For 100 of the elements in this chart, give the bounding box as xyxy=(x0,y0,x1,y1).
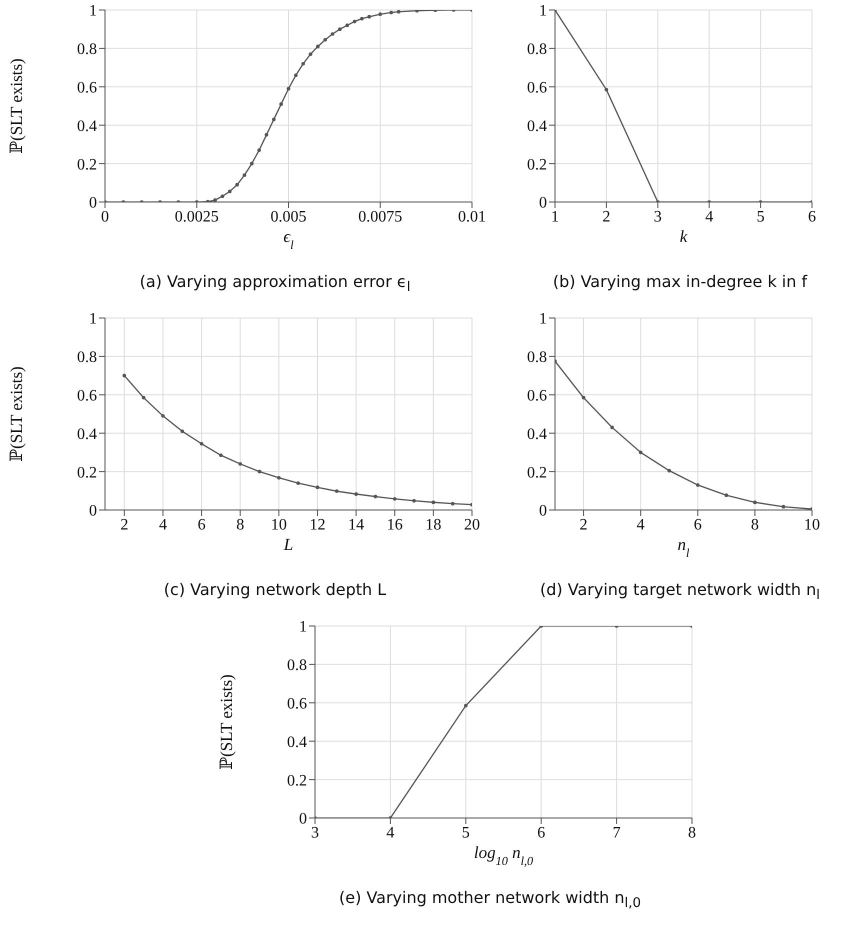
x-tick-label: 18 xyxy=(425,516,442,534)
x-axis-title: k xyxy=(680,227,688,246)
x-tick-label: 6 xyxy=(808,208,816,226)
y-tick-label: 0.2 xyxy=(77,464,97,482)
point xyxy=(122,374,126,378)
point xyxy=(392,497,397,501)
point xyxy=(323,38,327,42)
point xyxy=(316,486,320,490)
y-tick-label: 0.2 xyxy=(77,156,97,174)
point xyxy=(360,16,364,20)
x-tick-label: 7 xyxy=(612,824,621,842)
x-tick-label: 4 xyxy=(386,824,394,842)
x-tick-label: 12 xyxy=(309,516,326,534)
x-tick-label: 8 xyxy=(688,824,696,842)
text: (e) Varying mother network width n$_{l,0}$ xyxy=(338,888,642,912)
point xyxy=(301,62,305,66)
x-tick-label: 5 xyxy=(462,824,470,842)
y-tick-label: 1 xyxy=(539,2,547,20)
y-tick-label: 0.4 xyxy=(527,426,547,443)
x-axis-title: n$_{l}$ xyxy=(678,535,690,560)
y-tick-label: 0 xyxy=(539,502,547,520)
y-tick-label: 0.8 xyxy=(77,349,97,366)
y-tick-label: 0.8 xyxy=(527,349,547,366)
x-tick-label: 0.0025 xyxy=(174,208,219,226)
y-tick-label: 0.6 xyxy=(77,79,97,96)
point xyxy=(220,194,224,198)
x-tick-label: 4 xyxy=(636,516,645,534)
x-tick-label: 6 xyxy=(198,516,206,534)
x-tick-label: 3 xyxy=(654,208,662,226)
y-axis-title: ℙ(SLT exists) xyxy=(7,58,26,154)
point xyxy=(782,504,786,509)
y-tick-label: 1 xyxy=(299,618,307,636)
point xyxy=(415,10,419,13)
point xyxy=(450,502,454,506)
point xyxy=(272,118,276,122)
x-tick-label: 2 xyxy=(602,208,610,226)
y-tick-label: 1 xyxy=(89,310,97,328)
x-tick-label: 2 xyxy=(120,516,128,534)
x-axis-title: L xyxy=(282,535,294,554)
point xyxy=(338,27,342,31)
x-axis-title: ϵ$_{l}$ xyxy=(283,227,294,252)
y-tick-label: 0.8 xyxy=(527,41,547,58)
y-tick-label: 0.4 xyxy=(287,734,307,751)
point xyxy=(724,493,728,498)
y-tick-label: 0.6 xyxy=(77,387,97,404)
point xyxy=(258,470,262,474)
point xyxy=(142,396,146,400)
y-tick-label: 0.2 xyxy=(527,464,547,482)
point xyxy=(286,86,290,91)
point xyxy=(604,88,608,92)
point xyxy=(464,704,468,708)
point xyxy=(374,494,378,498)
y-axis-title: ℙ(SLT exists) xyxy=(7,366,26,462)
y-tick-label: 1 xyxy=(539,310,547,328)
point xyxy=(753,500,757,504)
y-tick-label: 0.4 xyxy=(77,118,97,135)
x-tick-label: 20 xyxy=(464,516,480,534)
point xyxy=(264,133,268,137)
point xyxy=(250,162,254,166)
point xyxy=(235,182,239,187)
x-tick-label: 0.0075 xyxy=(358,208,402,226)
y-tick-label: 0.8 xyxy=(287,657,307,674)
point xyxy=(277,476,281,480)
x-tick-label: 8 xyxy=(750,516,759,534)
point xyxy=(330,32,334,36)
x-tick-label: 14 xyxy=(348,516,364,534)
x-tick-label: 0.005 xyxy=(270,208,306,226)
point xyxy=(352,20,356,24)
y-tick-label: 0 xyxy=(89,502,97,520)
x-tick-label: 0.01 xyxy=(458,208,486,226)
y-tick-label: 0 xyxy=(299,810,307,828)
point xyxy=(354,492,358,496)
y-axis-title: ℙ(SLT exists) xyxy=(217,674,236,770)
x-tick-label: 4 xyxy=(705,208,714,226)
y-tick-label: 0.6 xyxy=(287,695,307,712)
x-tick-label: 0 xyxy=(101,208,109,226)
point xyxy=(412,498,416,503)
point xyxy=(242,173,246,177)
x-axis-title: log$_{10}$ n$_{l,0}$ xyxy=(474,843,534,868)
point xyxy=(180,429,184,434)
y-tick-label: 0 xyxy=(89,194,97,212)
point xyxy=(238,462,242,466)
point xyxy=(667,468,672,472)
point xyxy=(200,442,204,446)
y-tick-label: 0.8 xyxy=(77,41,97,58)
point xyxy=(334,489,339,493)
y-tick-label: 0.6 xyxy=(527,79,547,96)
x-tick-label: 4 xyxy=(158,516,167,534)
point xyxy=(213,198,217,202)
point xyxy=(294,73,298,78)
point xyxy=(316,44,320,48)
x-tick-label: 16 xyxy=(386,516,403,534)
y-tick-label: 0.4 xyxy=(527,118,547,135)
x-tick-label: 6 xyxy=(694,516,702,534)
point xyxy=(696,483,700,487)
x-tick-label: 6 xyxy=(537,824,546,842)
point xyxy=(228,190,232,194)
point xyxy=(219,453,223,458)
y-tick-label: 0.6 xyxy=(527,387,547,404)
y-tick-label: 0.2 xyxy=(287,772,307,790)
